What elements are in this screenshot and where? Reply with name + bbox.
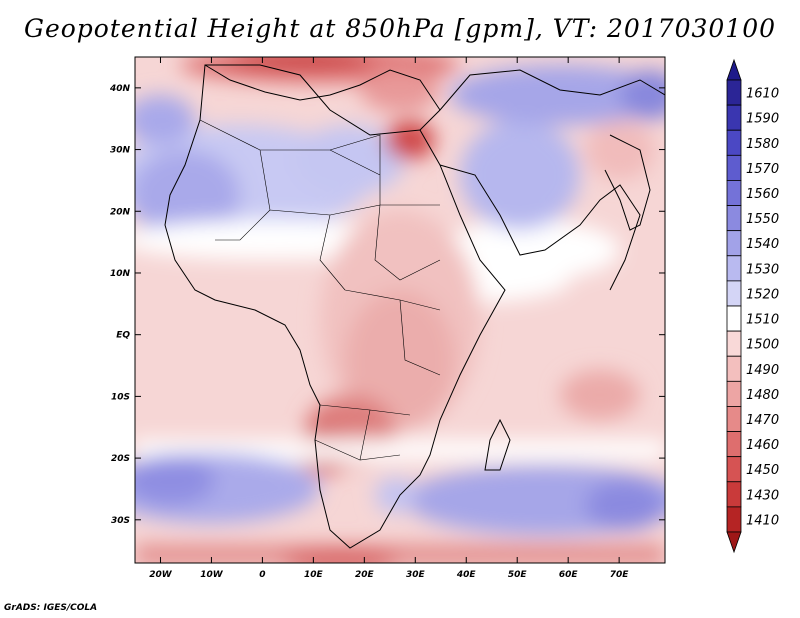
colorbar-swatch	[726, 481, 742, 508]
colorbar-level-label: 1560	[746, 187, 779, 202]
africa-coastline	[164, 64, 506, 549]
country-borders	[199, 119, 441, 461]
colorbar: 1610 1590 1580 1570 1560 1550 1540 1530 1520 1510…	[726, 58, 779, 554]
lon-tick-label: 0	[259, 570, 265, 580]
europe-coast	[204, 64, 441, 111]
lat-tick-label: 30N	[110, 146, 131, 156]
lat-tick-label: 10N	[110, 269, 131, 279]
colorbar-swatch	[726, 280, 742, 307]
arabia-coastline	[439, 164, 641, 291]
lat-tick-label: EQ	[116, 331, 130, 341]
lon-tick-label: 10E	[304, 570, 324, 580]
colorbar-swatch	[726, 506, 742, 533]
colorbar-swatch	[726, 355, 742, 382]
colorbar-bottom-arrow	[726, 531, 742, 554]
longitude-axis: 20W 10W 0 10E 20E 30E 40E 50E 60E 70E	[149, 57, 629, 580]
colorbar-level-label: 1450	[746, 463, 779, 478]
latitude-axis: 40N 30N 20N 10N EQ 10S 20S 30S	[109, 84, 665, 526]
colorbar-level-label: 1500	[746, 338, 779, 353]
colorbar-swatch	[726, 380, 742, 407]
colorbar-swatch	[726, 180, 742, 206]
madagascar-coastline	[484, 418, 511, 471]
colorbar-level-label: 1410	[746, 513, 779, 528]
colorbar-swatch	[726, 330, 742, 357]
lon-tick-label: 40E	[456, 570, 477, 580]
lat-tick-label: 20S	[111, 454, 130, 464]
colorbar-level-label: 1490	[746, 363, 779, 378]
colorbar-swatch	[726, 305, 742, 332]
colorbar-level-label: 1570	[746, 162, 779, 177]
colorbar-swatch	[726, 79, 742, 106]
colorbar-level-label: 1460	[746, 438, 779, 453]
colorbar-top-arrow	[726, 58, 742, 81]
colorbar-swatch	[726, 104, 742, 131]
colorbar-level-label: 1510	[746, 313, 779, 328]
india-coastline	[604, 134, 651, 231]
plot-frame	[134, 56, 666, 564]
geopotential-field	[135, 57, 665, 563]
lon-tick-label: 20W	[149, 570, 173, 580]
lat-tick-label: 30S	[111, 516, 130, 526]
colorbar-level-label: 1590	[746, 112, 779, 127]
lon-tick-label: 50E	[508, 570, 528, 580]
lon-tick-label: 20E	[355, 570, 375, 580]
lon-tick-label: 60E	[559, 570, 579, 580]
colorbar-swatch	[726, 255, 742, 282]
colorbar-level-label: 1530	[746, 262, 779, 277]
colorbar-level-label: 1430	[746, 488, 779, 503]
colorbar-swatch	[726, 205, 742, 232]
lon-tick-label: 70E	[610, 570, 630, 580]
colorbar-level-label: 1540	[746, 237, 779, 252]
colorbar-level-label: 1580	[746, 137, 779, 152]
coastlines	[164, 64, 665, 549]
middle-east-outline	[419, 69, 665, 131]
lat-tick-label: 40N	[109, 84, 131, 94]
lat-tick-label: 10S	[111, 392, 130, 402]
lat-tick-label: 20N	[110, 207, 131, 217]
colorbar-swatch	[726, 456, 742, 483]
colorbar-swatch	[726, 230, 742, 257]
colorbar-swatch	[726, 129, 742, 156]
lon-tick-label: 10W	[200, 570, 224, 580]
lon-tick-label: 30E	[406, 570, 426, 580]
colorbar-swatch	[726, 406, 742, 432]
grads-credit: GrADS: IGES/COLA	[4, 603, 98, 613]
colorbar-swatch	[726, 154, 742, 181]
colorbar-level-label: 1550	[746, 212, 779, 227]
plot-title: Geopotential Height at 850hPa [gpm], VT:…	[23, 14, 777, 43]
colorbar-level-label: 1610	[746, 87, 779, 102]
colorbar-level-label: 1520	[746, 287, 779, 302]
colorbar-swatch	[726, 431, 742, 458]
colorbar-level-label: 1480	[746, 388, 779, 403]
colorbar-level-label: 1470	[746, 413, 779, 428]
